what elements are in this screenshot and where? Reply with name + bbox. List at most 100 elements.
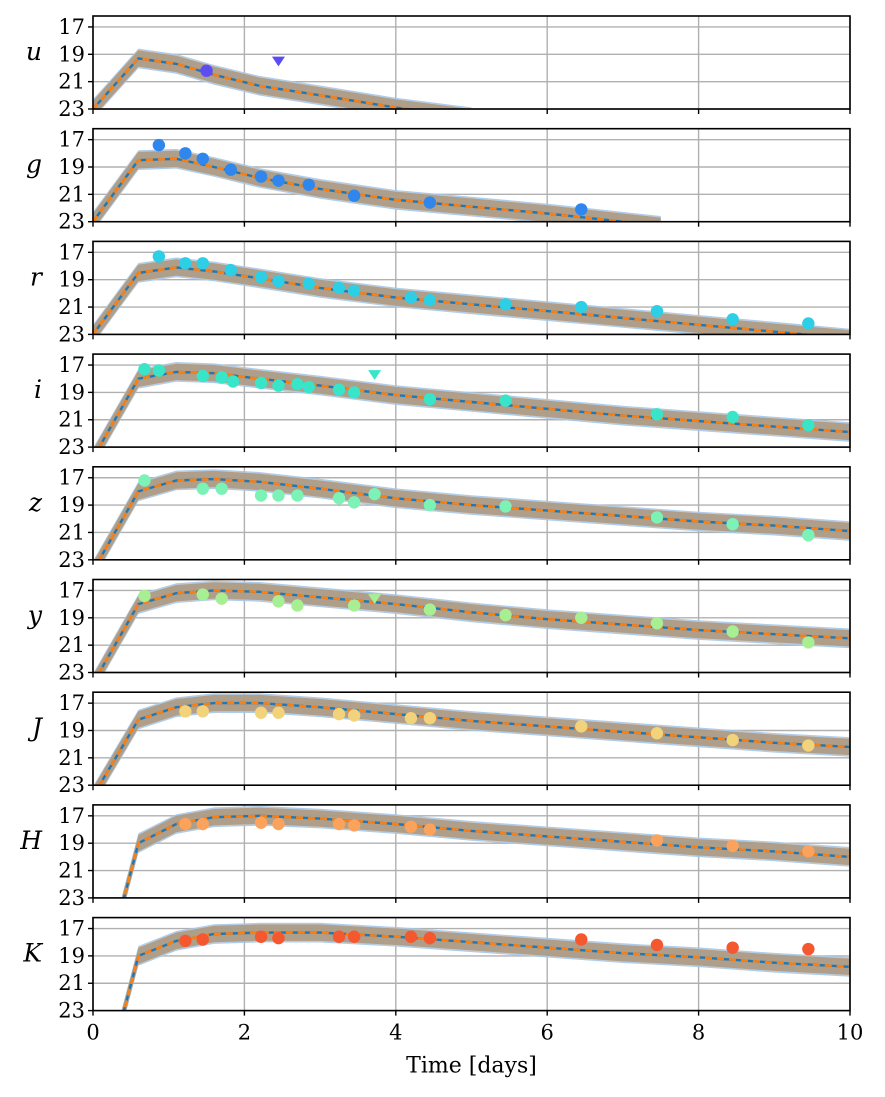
panel-plot-area: [93, 48, 472, 109]
panel-plot-area: [93, 580, 850, 673]
data-point-g: [224, 163, 237, 176]
panel-frame: [92, 15, 851, 110]
y-tick-label: 23: [58, 97, 85, 121]
data-point-g: [423, 196, 437, 209]
data-point-H: [254, 816, 268, 829]
data-point-g: [254, 170, 268, 183]
x-tick-label: 4: [389, 1021, 402, 1045]
data-point-g: [575, 203, 588, 216]
y-tick-label: 19: [58, 606, 85, 630]
data-point-y: [347, 599, 361, 612]
data-point-i: [726, 410, 739, 424]
data-point-K: [254, 930, 268, 943]
y-tick-label: 21: [58, 520, 85, 544]
band-label-z: z: [28, 488, 43, 517]
data-point-r: [423, 294, 437, 307]
band-label-r: r: [30, 262, 44, 291]
data-point-z: [368, 487, 381, 501]
y-tick-label: 17: [58, 691, 85, 715]
data-point-z: [347, 496, 361, 509]
data-point-K: [196, 933, 209, 946]
model-band-overlap: [121, 924, 850, 1011]
data-point-z: [272, 489, 285, 502]
band-label-g: g: [26, 150, 42, 179]
panel-frame: [92, 804, 851, 899]
x-axis-label: Time [days]: [406, 1054, 537, 1079]
data-point-z: [291, 489, 304, 502]
panel-frame: [92, 240, 851, 336]
data-point-r: [802, 317, 815, 330]
data-point-i: [226, 375, 240, 388]
data-point-H: [272, 817, 285, 831]
model-band-overlap: [94, 470, 850, 560]
y-tick-label: 21: [58, 859, 85, 883]
data-point-z: [423, 498, 437, 512]
panel-frame: [92, 465, 851, 561]
data-point-i: [499, 394, 512, 407]
data-point-y: [575, 611, 588, 624]
band-label-y: y: [27, 601, 43, 630]
data-point-H: [423, 823, 437, 836]
data-point-J: [575, 720, 588, 733]
y-tick-label: 23: [58, 661, 85, 685]
data-point-K: [575, 933, 588, 946]
panel-plot-area: [93, 693, 850, 786]
data-point-K: [650, 938, 664, 952]
data-point-H: [726, 839, 739, 853]
data-point-r: [302, 277, 315, 290]
data-point-z: [254, 489, 268, 502]
data-point-i: [423, 393, 437, 406]
data-point-z: [650, 511, 664, 524]
x-tick-label: 8: [692, 1021, 705, 1045]
data-point-y: [802, 636, 815, 649]
data-point-J: [272, 706, 285, 719]
data-point-r: [499, 298, 512, 311]
panel-y: 17 19 21 23 y: [27, 578, 851, 685]
data-point-J: [254, 706, 268, 719]
data-point-J: [423, 711, 437, 725]
band-label-i: i: [34, 375, 42, 404]
data-point-i: [347, 386, 361, 399]
model-line-orange: [122, 931, 850, 1011]
upper-limit-y: [368, 594, 382, 604]
data-point-r: [575, 300, 588, 314]
x-tick-label: 2: [238, 1021, 251, 1045]
data-point-J: [650, 727, 664, 740]
y-tick-label: 23: [58, 548, 85, 572]
y-tick-label: 21: [58, 746, 85, 770]
data-point-z: [726, 518, 739, 531]
data-point-r: [196, 257, 209, 270]
y-tick-label: 21: [58, 70, 85, 94]
data-point-g: [347, 189, 361, 202]
y-tick-label: 19: [58, 493, 85, 517]
y-tick-label: 19: [58, 831, 85, 855]
y-tick-label: 23: [58, 435, 85, 459]
data-point-z: [499, 500, 512, 513]
y-tick-label: 21: [58, 295, 85, 319]
y-tick-label: 19: [58, 268, 85, 292]
data-point-H: [802, 845, 815, 858]
data-point-J: [404, 711, 418, 725]
model-line-orange: [97, 589, 850, 673]
data-point-K: [404, 930, 418, 943]
model-band-overlap: [121, 807, 850, 898]
data-point-y: [650, 617, 664, 630]
y-tick-label: 17: [58, 15, 85, 39]
data-point-J: [802, 739, 815, 752]
panel-r: 17 19 21 23 r: [30, 240, 851, 346]
y-tick-label: 23: [58, 999, 85, 1023]
data-point-z: [332, 492, 346, 505]
model-line-orange: [122, 814, 850, 898]
data-point-g: [302, 178, 315, 191]
y-tick-label: 19: [58, 718, 85, 742]
data-point-K: [802, 942, 815, 956]
y-tick-label: 23: [58, 322, 85, 346]
data-point-H: [347, 819, 361, 832]
data-point-i: [196, 369, 209, 383]
data-point-i: [291, 377, 304, 391]
data-point-i: [138, 362, 151, 376]
data-point-y: [726, 625, 739, 638]
y-tick-label: 17: [58, 578, 85, 602]
y-tick-label: 17: [58, 804, 85, 828]
